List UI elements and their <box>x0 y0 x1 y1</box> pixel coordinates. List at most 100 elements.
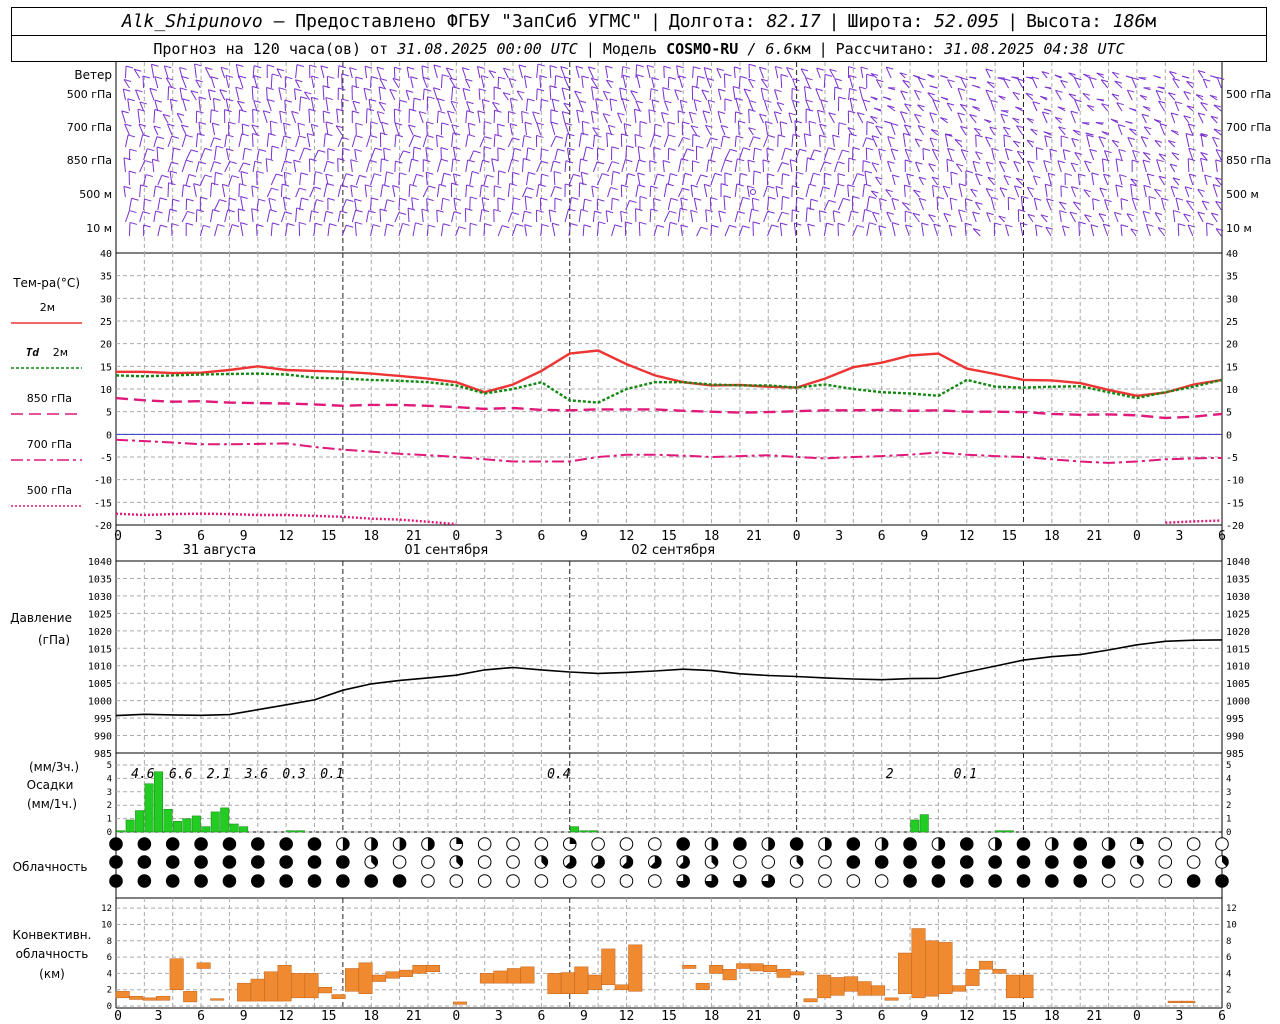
wind-barb <box>690 185 694 198</box>
wind-barb-flag <box>1212 136 1220 140</box>
wind-barb <box>1171 152 1180 161</box>
wind-barb <box>605 210 609 223</box>
wind-barb <box>781 148 786 161</box>
wind-barb-flag <box>1090 224 1099 228</box>
wind-barb-flag <box>555 135 563 139</box>
cloud-symbol <box>931 874 946 888</box>
cloud-symbol <box>194 837 208 851</box>
wind-barb-flag <box>1101 131 1109 135</box>
temp-tick-right: 15 <box>1226 362 1238 373</box>
wind-barb <box>900 111 906 124</box>
wind-barb-flag <box>639 121 648 125</box>
conv-cloud-bar <box>601 948 616 986</box>
wind-barb-flag <box>386 199 395 203</box>
wind-barb <box>564 133 568 148</box>
wind-barb-flag <box>1003 126 1011 130</box>
wind-barb-flag <box>1044 86 1052 90</box>
cloud-symbol-fill <box>881 837 888 851</box>
wind-barb <box>1057 160 1062 173</box>
wind-barb <box>1016 151 1024 161</box>
cloud-symbol <box>1215 874 1229 888</box>
wind-barb-flag <box>678 75 687 79</box>
wind-barb <box>433 64 438 79</box>
wind-barb <box>819 210 821 223</box>
cloud-symbol <box>1186 874 1201 888</box>
wind-barb-flag <box>1213 104 1221 108</box>
wind-barb <box>1114 80 1123 89</box>
wind-barb-flag <box>437 98 445 102</box>
cloud-symbol <box>165 855 180 869</box>
wind-barb <box>927 92 935 101</box>
precip-3h-total: 0.4 <box>547 767 570 782</box>
wind-barb <box>875 79 882 89</box>
wind-barb-flag <box>190 149 199 153</box>
precip-tick-left: 5 <box>107 761 112 771</box>
wind-barb-flag <box>263 110 271 114</box>
wind-barb-flag <box>450 100 459 104</box>
wind-barb <box>551 223 556 237</box>
wind-barb <box>1117 124 1123 136</box>
wind-barb <box>516 90 523 101</box>
wind-barb-flag <box>216 145 224 149</box>
wind-barb <box>635 64 638 79</box>
wind-barb-flag <box>341 136 350 140</box>
wind-barb <box>758 67 764 79</box>
wind-barb <box>1100 79 1109 89</box>
wind-barb <box>1013 140 1020 148</box>
wind-barb <box>849 98 854 112</box>
wind-barb-flag <box>848 110 856 114</box>
wind-barb-flag <box>752 197 760 201</box>
wind-barb-flag <box>1060 79 1068 83</box>
wind-barb-flag <box>318 149 326 153</box>
wind-barb-flag <box>575 65 584 69</box>
x-tick-conv: 6 <box>197 1009 205 1024</box>
cloud-symbol <box>534 837 549 851</box>
wind-barb-flag <box>379 78 387 82</box>
wind-barb-flag <box>1153 119 1162 123</box>
wind-barb-flag <box>125 65 134 69</box>
wind-barb <box>763 135 769 148</box>
wind-barb <box>384 199 388 211</box>
wind-barb <box>440 74 443 89</box>
wind-barb-flag <box>323 110 331 114</box>
wind-barb-flag <box>423 159 431 163</box>
conv-cloud-bar <box>911 928 926 999</box>
wind-barb-flag <box>1130 178 1138 182</box>
wind-barb <box>767 197 770 211</box>
wind-barb-flag <box>704 183 712 187</box>
wind-barb-flag <box>1143 105 1151 109</box>
wind-barb-flag <box>1089 148 1097 152</box>
wind-barb <box>917 77 924 89</box>
wind-barb <box>560 66 566 79</box>
wind-barb-flag <box>451 124 459 128</box>
wind-barb-flag <box>426 198 434 202</box>
wind-barb-flag <box>252 85 260 89</box>
wind-barb <box>828 112 835 124</box>
wind-barb <box>283 172 286 186</box>
wind-barb-flag <box>747 185 755 189</box>
wind-barb-flag <box>866 121 875 125</box>
wind-barb <box>1101 103 1109 112</box>
wind-barb <box>462 88 467 101</box>
wind-barb-flag <box>1127 89 1135 93</box>
wind-barb-flag <box>181 124 189 128</box>
wind-barb-flag <box>697 75 705 79</box>
wind-barb-flag <box>710 197 718 201</box>
wind-barb-flag <box>140 184 148 188</box>
wind-barb-flag <box>838 96 846 100</box>
conv-cloud-bar <box>682 964 697 969</box>
wind-barb <box>405 90 410 101</box>
wind-barb <box>1101 158 1105 173</box>
wind-barb-flag <box>154 99 162 103</box>
wind-barb <box>1215 149 1222 161</box>
wind-barb-flag <box>639 221 647 225</box>
wind-barb-flag <box>1084 160 1092 164</box>
wind-barb <box>412 147 415 161</box>
wind-barb-flag <box>612 197 620 201</box>
wind-barb-flag <box>891 222 900 226</box>
wind-barb-flag <box>785 147 793 151</box>
wind-barb <box>445 67 453 79</box>
wind-barb <box>946 159 949 173</box>
conv-cloud-bar <box>398 969 413 977</box>
wind-barb <box>1129 128 1137 136</box>
